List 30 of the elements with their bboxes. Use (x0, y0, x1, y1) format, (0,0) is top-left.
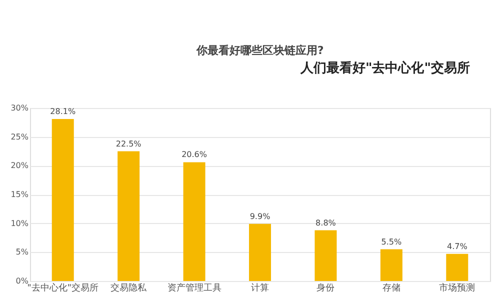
y-tick-label: 20% (10, 161, 29, 170)
y-tick-label: 15% (10, 190, 29, 199)
text: 人们最看好"去中心化"交易所 (299, 60, 470, 76)
x-tick-label: 交易隐私 (110, 282, 148, 294)
x-tick-label: 身份 (316, 282, 335, 294)
y-tick-label: 5% (16, 248, 29, 257)
x-tick-label: 资产管理工具 (167, 282, 222, 294)
x-tick-label: 存储 (382, 282, 400, 294)
data-label: 5.5% (381, 237, 402, 246)
chart-title: 你最看好哪些区块链应用? (195, 44, 324, 57)
x-tick-label: "去中心化"交易所 (27, 282, 98, 294)
bar (183, 162, 206, 281)
bar (380, 249, 402, 281)
bar (249, 224, 271, 281)
data-label: 20.6% (182, 150, 208, 160)
x-tick-label: 市场预测 (439, 282, 476, 294)
bar (52, 118, 74, 281)
y-tick-label: 25% (10, 132, 29, 142)
y-tick-label: 0% (16, 276, 29, 286)
data-label: 8.8% (316, 218, 336, 228)
y-tick-label: 30% (10, 104, 29, 112)
bar (446, 254, 468, 281)
data-label: 22.5% (116, 139, 142, 148)
data-label: 4.7% (446, 242, 468, 251)
data-label: 28.1% (50, 106, 76, 116)
bar (118, 151, 140, 281)
data-label: 9.9% (250, 212, 271, 221)
bar (314, 230, 337, 281)
x-tick-label: 计算 (251, 282, 269, 294)
y-tick-label: 10% (10, 218, 29, 228)
